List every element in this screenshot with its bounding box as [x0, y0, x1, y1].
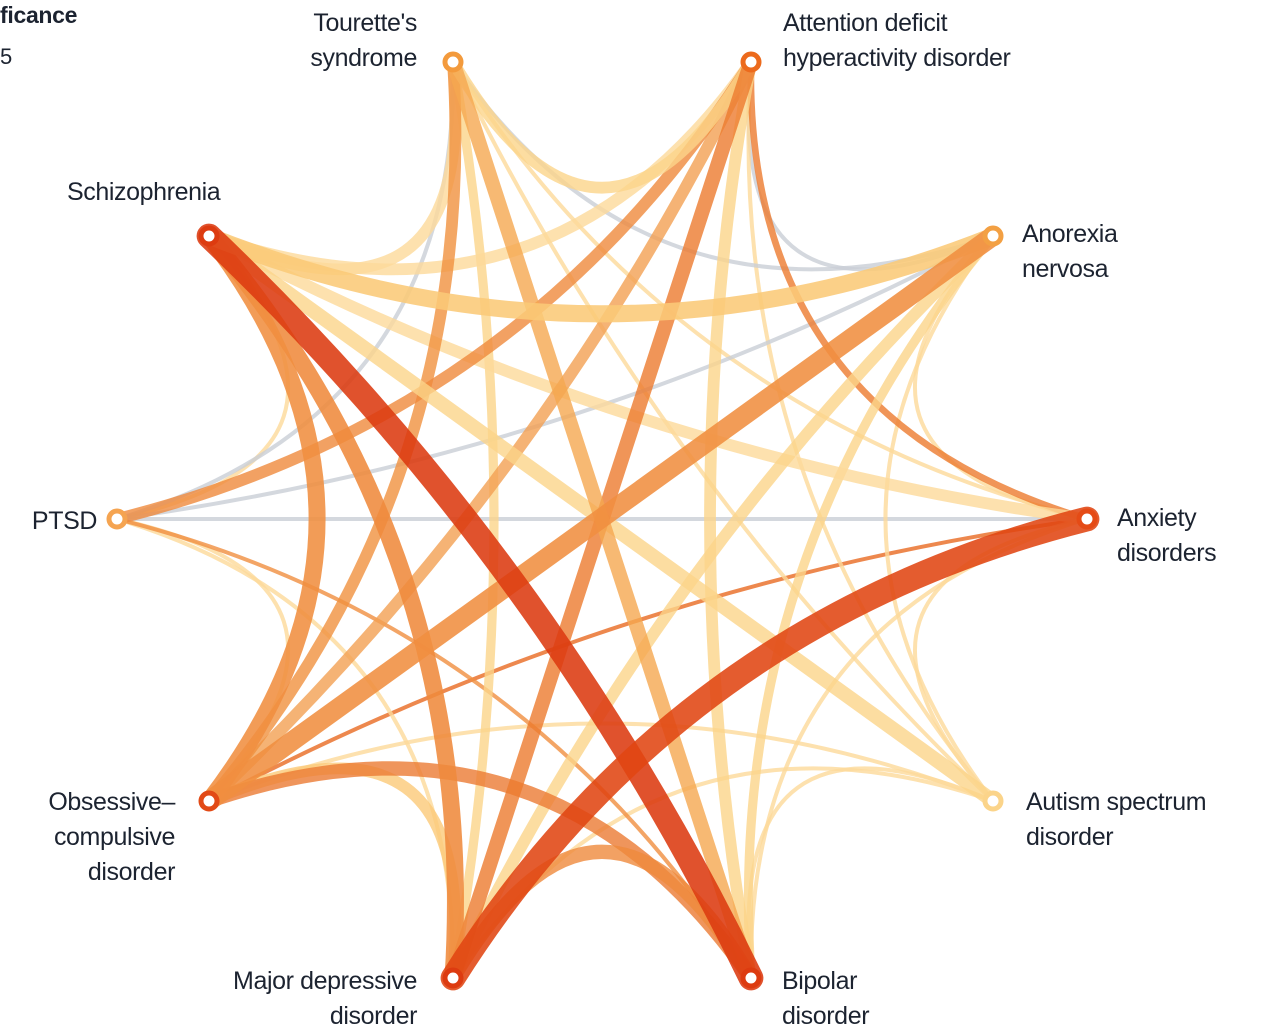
- node-ptsd: [106, 508, 128, 530]
- link-adhd-autism: [746, 60, 995, 803]
- link-autism-bipolar: [746, 766, 995, 980]
- node-bipolar: [740, 967, 762, 989]
- legend-title: ficance: [0, 2, 78, 28]
- label-mdd: Major depressive disorder: [233, 967, 417, 1030]
- link-ocd-anorexia: [199, 226, 1003, 811]
- link-adhd-anorexia: [746, 60, 995, 272]
- link-schizophrenia-mdd: [200, 227, 464, 987]
- link-adhd-ptsd: [111, 56, 757, 525]
- label-anxiety: Anxiety disorders: [1117, 504, 1217, 567]
- link-schizophrenia-bipolar: [196, 223, 764, 991]
- label-adhd: Attention deficit hyperactivity disorder: [783, 9, 1011, 72]
- label-anorexia: Anorexia nervosa: [1022, 220, 1118, 283]
- label-autism: Autism spectrum disorder: [1026, 788, 1207, 851]
- node-autism: [982, 790, 1004, 812]
- label-tourette: Tourette's syndrome: [310, 9, 417, 72]
- nodes-layer: [106, 51, 1098, 989]
- label-bipolar: Bipolar disorder: [782, 967, 870, 1030]
- link-tourette-mdd: [448, 57, 499, 983]
- node-anxiety: [1076, 508, 1098, 530]
- link-mdd-anxiety: [440, 506, 1100, 991]
- node-schizophrenia: [198, 225, 220, 247]
- link-schizophrenia-tourette: [203, 56, 462, 276]
- label-ocd: Obsessive– compulsive disorder: [48, 788, 175, 886]
- node-anorexia: [982, 225, 1004, 247]
- node-mdd: [442, 967, 464, 989]
- link-adhd-bipolar: [704, 56, 757, 984]
- label-ptsd: PTSD: [31, 507, 97, 535]
- link-ocd-mdd: [203, 762, 462, 984]
- link-autism-anorexia: [883, 234, 995, 803]
- links-layer: [111, 54, 1100, 991]
- node-adhd: [740, 51, 762, 73]
- node-ocd: [198, 790, 220, 812]
- link-anorexia-bipolar: [743, 231, 998, 983]
- label-schizophrenia: Schizophrenia: [67, 178, 221, 206]
- link-schizophrenia-ocd: [200, 227, 326, 810]
- link-tourette-adhd: [447, 56, 757, 194]
- link-schizophrenia-anorexia: [200, 227, 1002, 323]
- legend-subtitle: 5: [0, 44, 13, 69]
- node-tourette: [442, 51, 464, 73]
